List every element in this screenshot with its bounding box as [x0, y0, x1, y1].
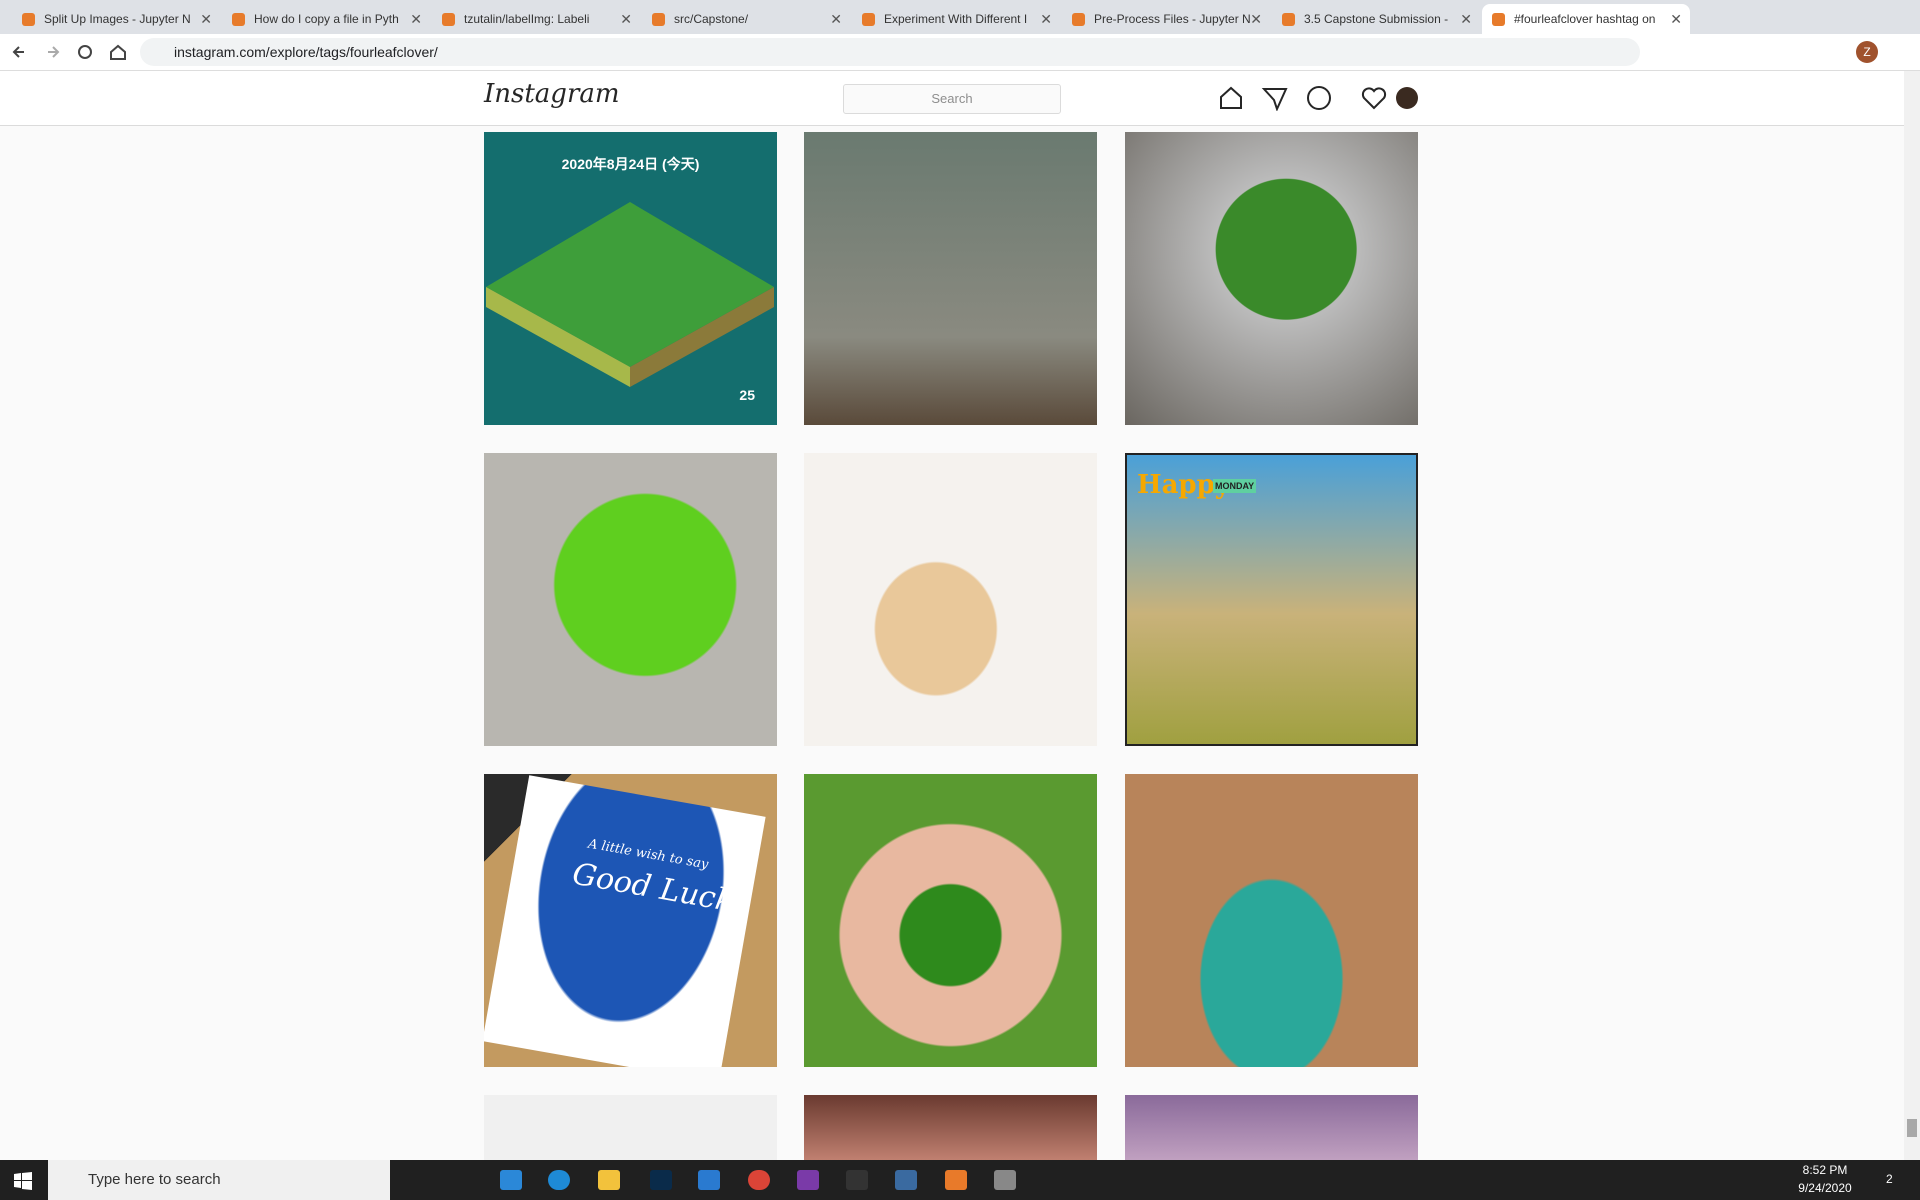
tab-icon [1282, 13, 1295, 26]
app-icon[interactable] [548, 1170, 570, 1190]
post-text: Good Luck! [569, 856, 749, 922]
post[interactable] [804, 774, 1097, 1067]
tab-title: Split Up Images - Jupyter N [44, 12, 191, 26]
post[interactable] [804, 1095, 1097, 1160]
address-bar: instagram.com/explore/tags/fourleafclove… [0, 34, 1920, 71]
browser-tab[interactable]: #fourleafclover hashtag on ✕ [1482, 4, 1690, 34]
tab-title: Experiment With Different I [884, 12, 1028, 26]
tab-close[interactable]: ✕ [1250, 11, 1262, 27]
tab-title: Pre-Process Files - Jupyter N [1094, 12, 1251, 26]
browser-tab[interactable]: Experiment With Different I ✕ [852, 4, 1060, 34]
tab-title: src/Capstone/ [674, 12, 749, 26]
logo[interactable]: Instagram [484, 79, 620, 109]
tab-icon [862, 13, 875, 26]
app-icon[interactable] [895, 1170, 917, 1190]
browser-tab[interactable]: How do I copy a file in Pyth ✕ [222, 4, 430, 34]
tab-close[interactable]: ✕ [830, 11, 842, 27]
nav-buttons[interactable] [10, 42, 130, 62]
browser-tab[interactable]: 3.5 Capstone Submission - ✕ [1272, 4, 1480, 34]
post-text: MONDAY [1213, 479, 1257, 493]
post[interactable]: Happy MONDAY [1125, 453, 1418, 746]
app-icon[interactable] [500, 1170, 522, 1190]
app-icon[interactable] [598, 1170, 620, 1190]
post[interactable] [484, 1095, 777, 1160]
post[interactable]: A little wish to say Good Luck! [484, 774, 777, 1067]
app-icon[interactable] [797, 1170, 819, 1190]
tab-title: tzutalin/labelImg: Labeli [464, 12, 590, 26]
post[interactable] [1125, 1095, 1418, 1160]
scrollbar[interactable] [1904, 71, 1920, 1160]
profile-avatar[interactable]: Z [1856, 41, 1878, 63]
app-icon[interactable] [748, 1170, 770, 1190]
browser-tab[interactable]: tzutalin/labelImg: Labeli ✕ [432, 4, 640, 34]
post-art [486, 202, 774, 387]
search-box[interactable]: Search [843, 84, 1061, 114]
tab-icon [652, 13, 665, 26]
post[interactable]: 2020年8月24日 (今天) 25 [484, 132, 777, 425]
post[interactable] [804, 453, 1097, 746]
post[interactable] [804, 132, 1097, 425]
app-icon[interactable] [846, 1170, 868, 1190]
tab-close[interactable]: ✕ [410, 11, 422, 27]
post-text: 2020年8月24日 (今天) [561, 156, 700, 172]
instagram-header: Instagram Search [0, 71, 1904, 126]
tab-close[interactable]: ✕ [1670, 11, 1682, 27]
browser-tab[interactable]: Pre-Process Files - Jupyter N ✕ [1062, 4, 1270, 34]
browser-tab[interactable]: src/Capstone/ ✕ [642, 4, 850, 34]
app-icon[interactable] [994, 1170, 1016, 1190]
post[interactable] [1125, 774, 1418, 1067]
clock-date[interactable]: 9/24/2020 [1798, 1181, 1852, 1195]
tab-close[interactable]: ✕ [1460, 11, 1472, 27]
notification-count[interactable]: 2 [1886, 1172, 1893, 1186]
tab-icon [22, 13, 35, 26]
card: A little wish to say Good Luck! [484, 775, 766, 1067]
tab-close[interactable]: ✕ [200, 11, 212, 27]
taskbar: Type here to search 8:52 PM 9/24/2020 2 [0, 1160, 1920, 1200]
post[interactable] [484, 453, 777, 746]
tab-close[interactable]: ✕ [1040, 11, 1052, 27]
clock-time[interactable]: 8:52 PM [1802, 1163, 1848, 1177]
tab-title: 3.5 Capstone Submission - [1304, 12, 1449, 26]
tab-title: #fourleafclover hashtag on [1514, 12, 1656, 26]
app-icon[interactable] [650, 1170, 672, 1190]
taskbar-search[interactable]: Type here to search [48, 1160, 390, 1200]
tab-bar: Split Up Images - Jupyter N ✕ How do I cop… [0, 0, 1920, 34]
post-text: 25 [739, 387, 755, 403]
tab-icon [442, 13, 455, 26]
app-icon[interactable] [945, 1170, 967, 1190]
nav-icons[interactable] [1218, 85, 1428, 111]
tab-icon [1072, 13, 1085, 26]
app-icon[interactable] [698, 1170, 720, 1190]
scroll-thumb[interactable] [1907, 1119, 1917, 1137]
browser-tab[interactable]: Split Up Images - Jupyter N ✕ [12, 4, 220, 34]
start-button[interactable] [14, 1172, 32, 1190]
tab-close[interactable]: ✕ [620, 11, 632, 27]
post[interactable] [1125, 132, 1418, 425]
tab-title: How do I copy a file in Pyth [254, 12, 399, 26]
url-field[interactable]: instagram.com/explore/tags/fourleafclove… [140, 38, 1640, 66]
tab-icon [232, 13, 245, 26]
tab-icon [1492, 13, 1505, 26]
